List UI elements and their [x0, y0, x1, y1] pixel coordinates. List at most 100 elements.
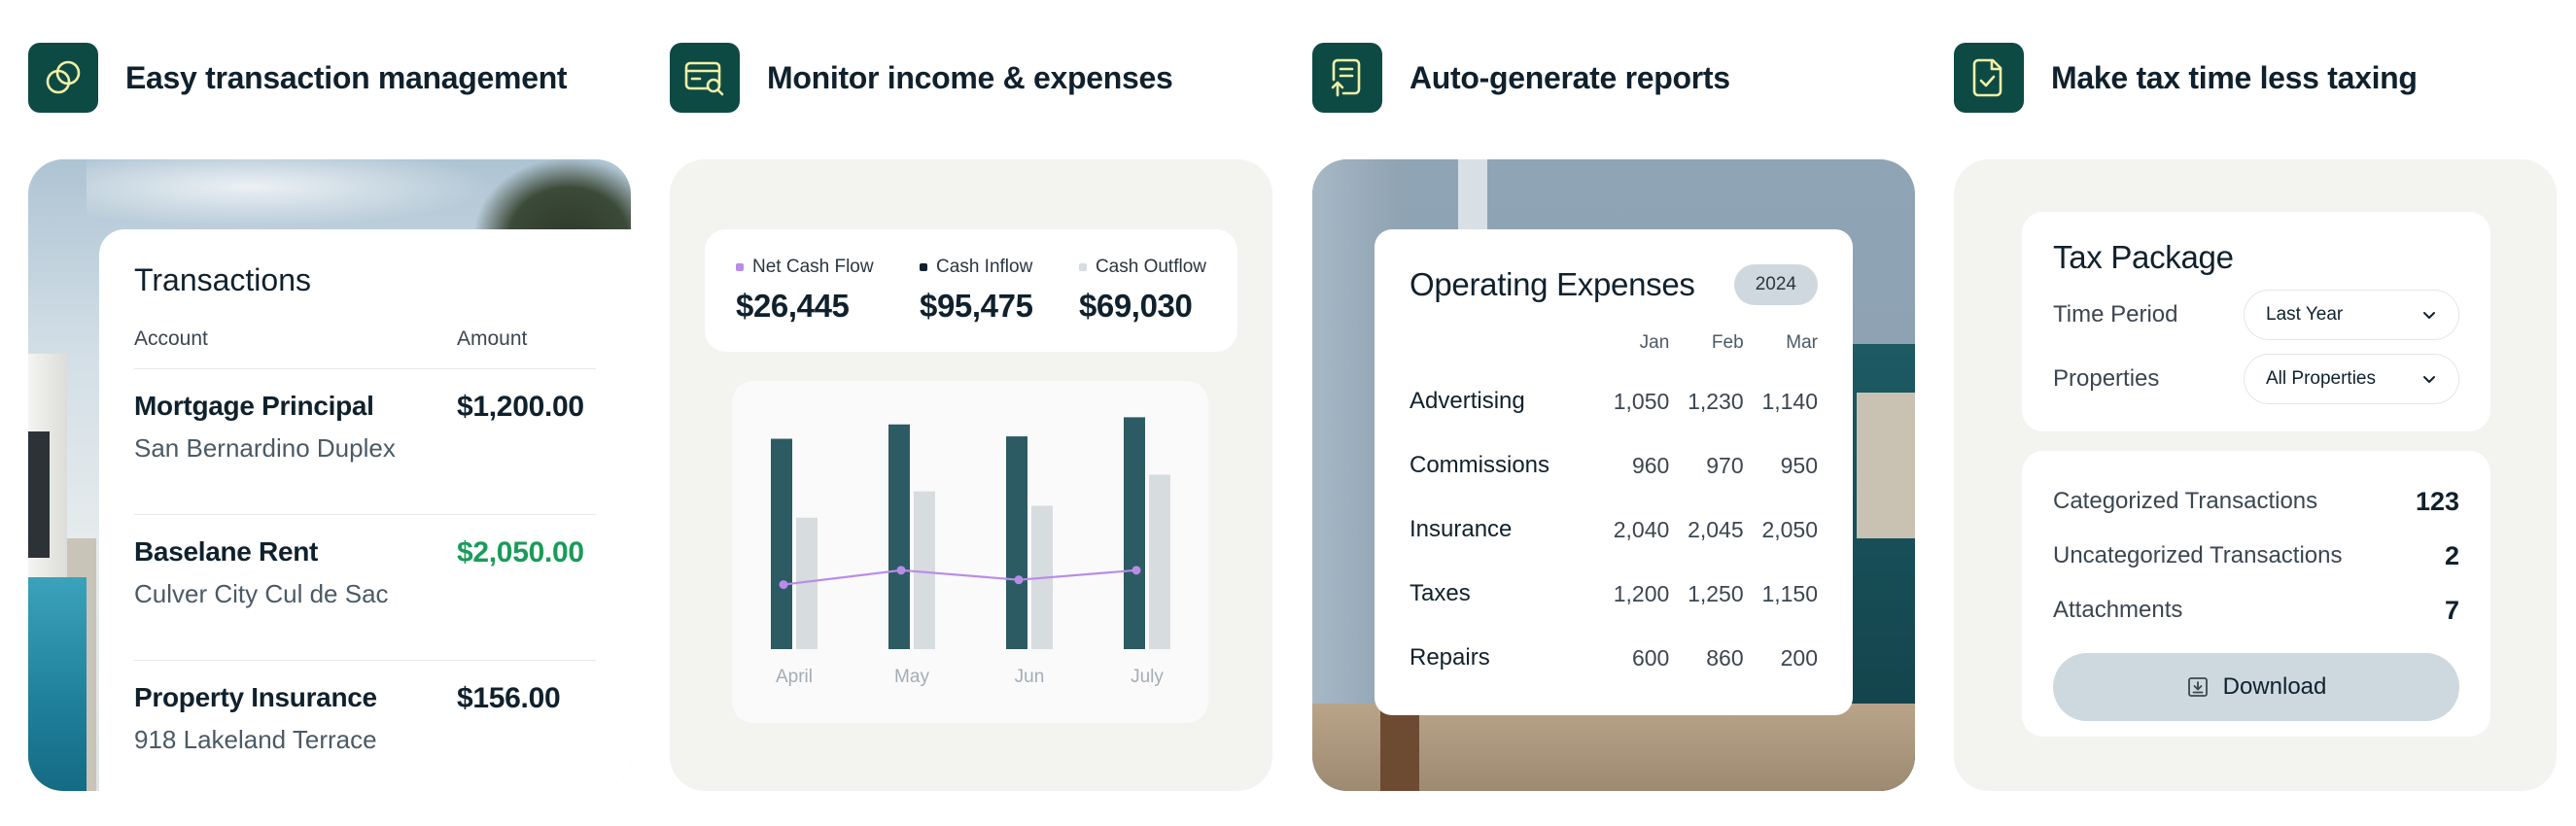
feature-title: Easy transaction management: [125, 59, 568, 95]
download-icon: [2186, 675, 2210, 699]
kpi-summary: Net Cash Flow $26,445 Cash Inflow $95,47…: [705, 229, 1237, 352]
legend-swatch: [920, 263, 928, 271]
expense-value: 1,050: [1613, 388, 1670, 414]
circles-icon: [28, 43, 98, 113]
expense-category: Commissions: [1410, 452, 1550, 478]
panel-title: Tax Package: [2053, 239, 2234, 275]
table-row[interactable]: Mortgage Principal San Bernardino Duplex…: [134, 369, 596, 515]
tax-summary-panel: Categorized Transactions 123 Uncategoriz…: [2022, 451, 2490, 737]
properties-field: Properties All Properties: [2053, 354, 2459, 404]
cashflow-card: Net Cash Flow $26,445 Cash Inflow $95,47…: [670, 159, 1272, 791]
stat-value: 123: [2415, 486, 2459, 516]
transaction-name: Mortgage Principal: [134, 391, 374, 421]
inflow-bar: [771, 438, 792, 649]
kpi-label: Cash Inflow: [936, 257, 1033, 277]
kpi-value: $69,030: [1078, 288, 1193, 324]
inflow-bar: [1124, 417, 1145, 649]
category-column-header: [1410, 332, 1595, 369]
expense-value: 600: [1631, 644, 1670, 671]
inflow-bar: [1006, 436, 1027, 649]
expense-category: Advertising: [1410, 388, 1525, 414]
outflow-bar: [796, 517, 818, 649]
properties-select[interactable]: All Properties: [2244, 354, 2459, 404]
stat-value: 2: [2444, 540, 2459, 570]
outflow-bar: [1149, 474, 1170, 649]
transaction-name: Property Insurance: [134, 682, 377, 712]
download-button[interactable]: Download: [2053, 653, 2459, 721]
field-label: Time Period: [2053, 301, 2178, 327]
transaction-property: 918 Lakeland Terrace: [134, 725, 377, 754]
amount-column-header: Amount: [457, 327, 528, 350]
outflow-bar: [914, 491, 935, 649]
table-row: Taxes 1,200 1,250 1,150: [1410, 562, 1818, 626]
reports-card: Operating Expenses 2024 Jan Feb Mar Adve…: [1312, 159, 1915, 791]
stat-label: Categorized Transactions: [2053, 488, 2318, 514]
expense-value: 1,150: [1761, 580, 1818, 606]
expense-value: 2,040: [1613, 516, 1670, 542]
kpi-value: $95,475: [920, 288, 1033, 324]
table-row: Advertising 1,050 1,230 1,140: [1410, 369, 1818, 433]
legend-swatch: [1078, 263, 1087, 271]
expense-value: 860: [1706, 644, 1744, 671]
select-value: All Properties: [2266, 368, 2376, 389]
stat-label: Uncategorized Transactions: [2053, 542, 2343, 568]
chevron-down-icon: [2423, 312, 2435, 319]
time-period-select[interactable]: Last Year: [2244, 290, 2459, 340]
download-label: Download: [2222, 673, 2327, 700]
panel-title: Transactions: [134, 262, 311, 297]
transactions-card: Transactions Account Amount Mortgage Pri…: [28, 159, 631, 791]
time-period-field: Time Period Last Year: [2053, 290, 2459, 340]
expense-category: Taxes: [1410, 580, 1471, 606]
report-upload-icon: [1312, 43, 1382, 113]
feature-income-expenses: Monitor income & expenses Net Cash Flow …: [670, 0, 1272, 826]
transactions-panel: Transactions Account Amount Mortgage Pri…: [99, 229, 631, 791]
kpi-cash-outflow: Cash Outflow $69,030: [1078, 257, 1206, 325]
net-cash-flow-point: [896, 566, 906, 575]
kpi-label: Cash Outflow: [1095, 257, 1206, 277]
net-cash-flow-point: [779, 580, 788, 590]
expense-category: Insurance: [1410, 516, 1513, 542]
stat-value: 7: [2444, 595, 2459, 625]
net-cash-flow-point: [1014, 575, 1024, 585]
account-column-header: Account: [134, 327, 208, 350]
stat-row: Attachments 7: [2053, 583, 2459, 637]
table-row[interactable]: Baselane Rent Culver City Cul de Sac $2,…: [134, 515, 596, 661]
feature-header: Easy transaction management: [28, 43, 568, 113]
kpi-label: Net Cash Flow: [752, 257, 874, 277]
table-row: Insurance 2,040 2,045 2,050: [1410, 498, 1818, 562]
panel-title: Operating Expenses: [1410, 266, 1695, 302]
transaction-amount: $1,200.00: [457, 391, 584, 423]
table-row[interactable]: Property Insurance 918 Lakeland Terrace …: [134, 661, 596, 791]
stat-row: Categorized Transactions 123: [2053, 474, 2459, 529]
expense-value: 2,050: [1761, 516, 1818, 542]
inflow-bar: [888, 424, 910, 649]
stat-row: Uncategorized Transactions 2: [2053, 529, 2459, 583]
feature-title: Monitor income & expenses: [767, 59, 1173, 95]
expense-value: 200: [1780, 644, 1818, 671]
feature-transactions: Easy transaction management Transactions…: [28, 0, 631, 826]
transaction-property: Culver City Cul de Sac: [134, 579, 389, 608]
expense-value: 1,140: [1761, 388, 1818, 414]
feature-header: Auto-generate reports: [1312, 43, 1730, 113]
kpi-cash-inflow: Cash Inflow $95,475: [920, 257, 1033, 325]
tax-card: Tax Package Time Period Last Year Proper…: [1954, 159, 2557, 791]
year-selector[interactable]: 2024: [1733, 264, 1818, 305]
x-tick-label: April: [776, 667, 813, 687]
transaction-amount: $156.00: [457, 682, 561, 714]
expense-value: 970: [1706, 452, 1744, 478]
field-label: Properties: [2053, 365, 2160, 392]
expense-value: 1,250: [1688, 580, 1744, 606]
table-row: Commissions 960 970 950: [1410, 433, 1818, 498]
cashflow-chart: April May Jun July: [732, 381, 1208, 723]
transaction-property: San Bernardino Duplex: [134, 433, 396, 463]
document-check-icon: [1954, 43, 2024, 113]
feature-title: Auto-generate reports: [1410, 59, 1730, 95]
x-tick-label: July: [1131, 667, 1164, 687]
kpi-value: $26,445: [736, 288, 850, 324]
cashflow-chart-svg: April May Jun July: [771, 417, 1170, 687]
net-cash-flow-line: [783, 568, 1137, 586]
x-tick-label: May: [894, 667, 929, 687]
table-row: Repairs 600 860 200: [1410, 626, 1818, 690]
expense-value: 2,045: [1688, 516, 1744, 542]
net-cash-flow-point: [1131, 566, 1141, 575]
